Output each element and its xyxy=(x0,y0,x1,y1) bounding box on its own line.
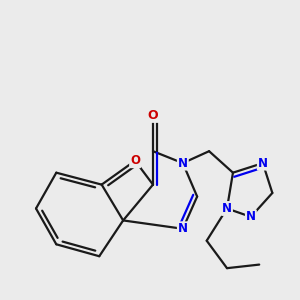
Text: N: N xyxy=(246,210,256,223)
Text: O: O xyxy=(148,109,158,122)
Text: N: N xyxy=(222,202,232,215)
Text: N: N xyxy=(178,157,188,169)
Text: N: N xyxy=(178,222,188,235)
Text: O: O xyxy=(130,154,140,167)
Text: N: N xyxy=(258,157,268,169)
